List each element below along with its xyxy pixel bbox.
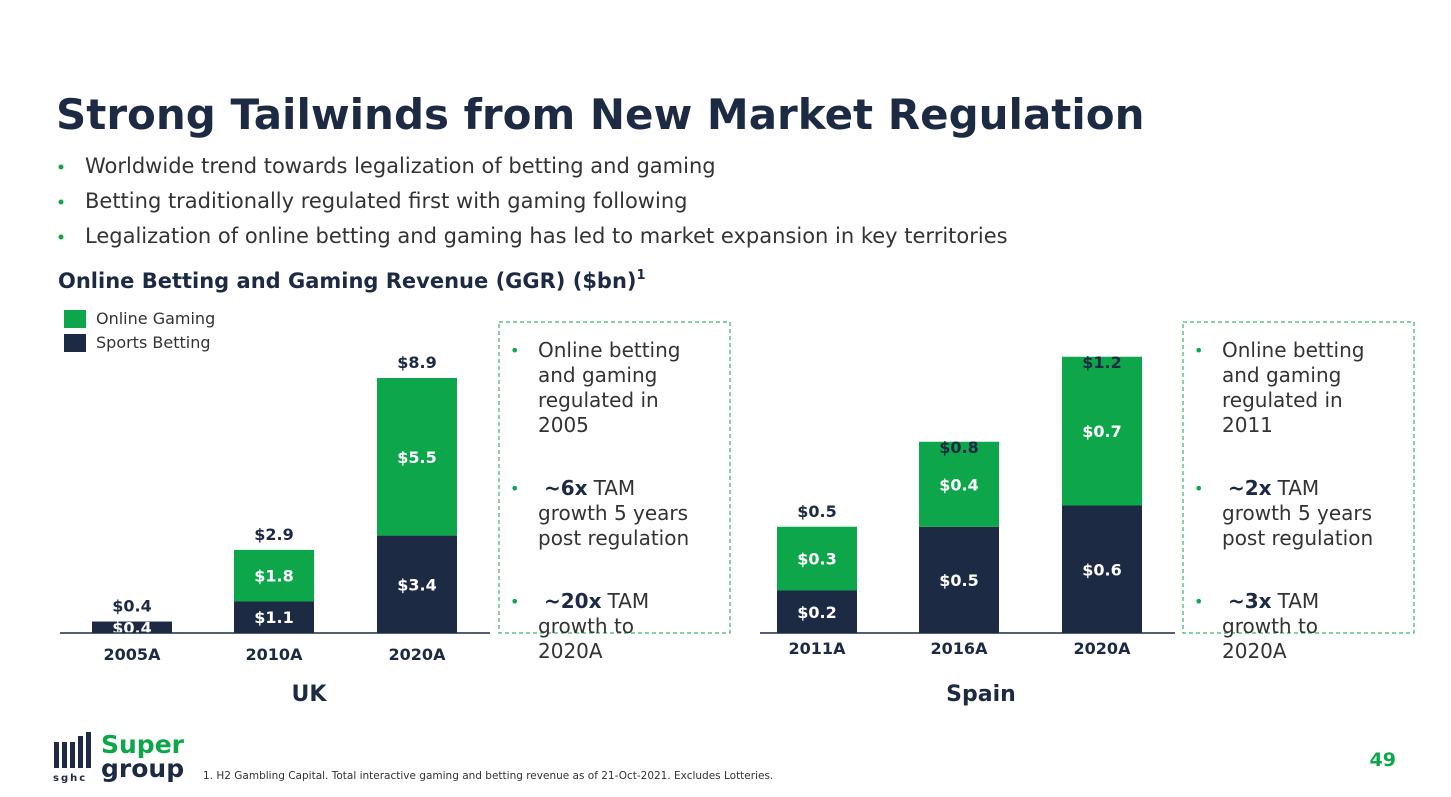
slide-title: Strong Tailwinds from New Market Regulat… xyxy=(56,90,1145,139)
footnote-ref: 1 xyxy=(637,268,646,283)
logo: Super group sghc xyxy=(53,730,185,784)
segment-label: $5.5 xyxy=(397,448,436,467)
chart-heading: Online Betting and Gaming Revenue (GGR) … xyxy=(58,268,646,293)
chart-heading-text: Online Betting and Gaming Revenue (GGR) … xyxy=(58,269,637,293)
logo-bar xyxy=(78,736,83,768)
callout-text: TAM growth 5 years post regulation xyxy=(538,476,690,550)
bar-segment xyxy=(1062,356,1142,506)
callout: Online betting and gaming regulated in 2… xyxy=(500,338,700,702)
segment-label: $0.3 xyxy=(797,550,836,569)
total-label: $0.4 xyxy=(112,597,151,616)
bar-segment xyxy=(377,378,457,536)
bar-segment xyxy=(234,601,314,633)
legend-label: Sports Betting xyxy=(96,333,210,352)
bar-segment xyxy=(377,535,457,633)
callout-text: Online betting and gaming regulated in 2… xyxy=(538,338,681,437)
callout-item: Online betting and gaming regulated in 2… xyxy=(500,338,700,438)
segment-label: $0.6 xyxy=(1082,560,1121,579)
x-tick-label: 2020A xyxy=(389,645,447,664)
total-label: $8.9 xyxy=(397,353,436,372)
bar-segment xyxy=(234,549,314,602)
segment-label: $0.5 xyxy=(939,571,978,590)
callout-text: TAM growth to 2020A xyxy=(538,589,650,663)
segment-label: $0.4 xyxy=(939,475,978,494)
total-label: $0.5 xyxy=(797,502,836,521)
segment-label: $1.8 xyxy=(254,567,293,586)
callout-text: TAM growth to 2020A xyxy=(1222,589,1320,663)
bar-segment xyxy=(919,526,999,633)
bullet-dot xyxy=(58,234,64,240)
legend-swatch xyxy=(64,334,86,352)
logo-bar xyxy=(62,742,67,768)
callout-emphasis: ~3x xyxy=(1228,589,1272,613)
segment-label: $0.7 xyxy=(1082,422,1121,441)
chart-title: Spain xyxy=(946,682,1016,707)
callout-emphasis: ~6x xyxy=(544,476,588,500)
segment-label: $0.4 xyxy=(112,618,151,637)
segment-label: $3.4 xyxy=(397,575,436,594)
logo-text: Super xyxy=(101,730,185,759)
segment-label: $1.1 xyxy=(254,608,293,627)
bar-segment xyxy=(919,441,999,527)
callout-box xyxy=(1182,321,1415,634)
total-label: $1.2 xyxy=(1082,353,1121,372)
logo-mark: sghc xyxy=(53,773,87,784)
logo-text: group xyxy=(101,754,184,783)
chart-title: UK xyxy=(292,682,328,707)
bullet-text: Legalization of online betting and gamin… xyxy=(85,224,1008,248)
logo-bar xyxy=(54,742,59,768)
logo-bar xyxy=(70,742,75,768)
bullet-dot xyxy=(58,164,64,170)
callout-emphasis: ~2x xyxy=(1228,476,1272,500)
bar-segment xyxy=(777,526,857,591)
legend-label: Online Gaming xyxy=(96,309,215,328)
callout: Online betting and gaming regulated in 2… xyxy=(1184,338,1384,702)
callout-emphasis: ~20x xyxy=(544,589,602,613)
total-label: $0.8 xyxy=(939,438,978,457)
bullet-text: Worldwide trend towards legalization of … xyxy=(85,154,716,178)
callout-text: TAM growth 5 years post regulation xyxy=(1222,476,1374,550)
bar-segment xyxy=(1062,505,1142,633)
callout-text: Online betting and gaming regulated in 2… xyxy=(1222,338,1365,437)
logo-bar xyxy=(86,732,91,768)
x-tick-label: 2016A xyxy=(931,639,989,658)
bullet-text: Betting traditionally regulated first wi… xyxy=(85,189,687,213)
page-number: 49 xyxy=(1370,749,1396,771)
callout-item: Online betting and gaming regulated in 2… xyxy=(1184,338,1384,438)
x-tick-label: 2010A xyxy=(246,645,304,664)
x-tick-label: 2011A xyxy=(789,639,847,658)
segment-label: $0.2 xyxy=(797,603,836,622)
legend-swatch xyxy=(64,310,86,328)
x-tick-label: 2020A xyxy=(1074,639,1132,658)
bullet-dot xyxy=(58,199,64,205)
x-tick-label: 2005A xyxy=(104,645,162,664)
callout-box xyxy=(498,321,731,634)
bar-segment xyxy=(777,590,857,633)
total-label: $2.9 xyxy=(254,525,293,544)
footnote: 1. H2 Gambling Capital. Total interactiv… xyxy=(203,770,773,782)
bar-segment xyxy=(92,621,172,633)
